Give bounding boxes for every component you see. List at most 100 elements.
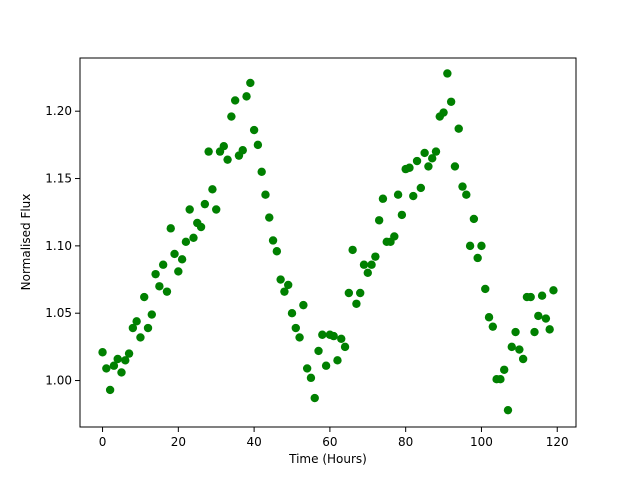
point — [98, 348, 107, 357]
point — [511, 327, 520, 337]
point — [454, 124, 463, 133]
point — [140, 292, 149, 302]
point — [280, 287, 289, 296]
point — [450, 162, 460, 171]
point — [431, 147, 441, 156]
point — [174, 267, 183, 276]
point — [189, 233, 198, 242]
point — [526, 292, 535, 302]
point — [481, 284, 490, 294]
point — [363, 268, 372, 278]
point — [181, 237, 191, 247]
point — [166, 224, 175, 233]
point — [117, 368, 126, 377]
point — [496, 374, 505, 384]
point — [469, 214, 479, 224]
point — [352, 299, 361, 308]
point — [295, 333, 304, 342]
plot-frame — [79, 57, 577, 428]
point — [484, 313, 494, 322]
point — [515, 345, 524, 354]
point — [405, 163, 414, 172]
point — [204, 147, 213, 156]
point — [246, 78, 255, 88]
point — [340, 342, 350, 352]
point — [530, 327, 539, 337]
point — [333, 356, 342, 365]
point — [249, 125, 259, 135]
point — [314, 346, 323, 356]
point — [109, 361, 119, 370]
point — [344, 288, 354, 298]
point — [409, 191, 418, 201]
y-axis-label: Normalised Flux — [19, 194, 33, 291]
x-tick-label: 0 — [99, 435, 107, 449]
point — [348, 245, 357, 255]
point — [212, 205, 221, 214]
y-tick-label: 1.20 — [45, 104, 72, 118]
point — [102, 364, 111, 373]
point — [291, 323, 300, 333]
x-tick-label: 120 — [546, 435, 569, 449]
point — [124, 349, 134, 358]
point — [299, 300, 308, 310]
point — [518, 354, 528, 364]
x-tick-label: 20 — [171, 435, 186, 449]
point — [499, 365, 509, 374]
point — [545, 325, 554, 334]
point — [318, 330, 327, 339]
point — [223, 155, 232, 164]
point — [356, 288, 365, 298]
point — [503, 405, 513, 415]
y-tick-label: 1.10 — [45, 239, 72, 253]
point — [105, 385, 115, 395]
point — [147, 310, 157, 319]
point — [276, 275, 285, 284]
point — [306, 373, 316, 383]
x-axis-label: Time (Hours) — [288, 452, 367, 466]
point — [257, 167, 266, 176]
point — [162, 287, 172, 296]
point — [242, 92, 251, 101]
point — [321, 361, 331, 370]
point — [151, 269, 160, 279]
point — [128, 323, 138, 333]
point — [170, 249, 179, 259]
point — [446, 97, 456, 106]
point — [462, 190, 471, 199]
point — [158, 260, 168, 269]
point — [473, 253, 482, 263]
point — [268, 236, 278, 245]
point — [443, 69, 452, 78]
point — [359, 260, 369, 269]
point — [265, 213, 274, 222]
point — [428, 154, 437, 163]
y-tick-label: 1.00 — [45, 374, 72, 388]
point — [284, 280, 293, 290]
point — [208, 185, 217, 194]
point — [477, 241, 486, 251]
point — [374, 216, 384, 225]
point — [549, 286, 558, 295]
y-tick-label: 1.05 — [45, 306, 72, 320]
point — [439, 108, 448, 117]
x-tick-label: 60 — [322, 435, 337, 449]
point — [488, 322, 498, 331]
point — [196, 222, 206, 232]
point — [420, 148, 429, 158]
point — [272, 247, 282, 256]
point — [541, 314, 551, 323]
point — [390, 232, 399, 241]
point — [253, 140, 263, 150]
y-tick-label: 1.15 — [45, 172, 72, 186]
point — [465, 241, 475, 251]
point — [185, 205, 194, 214]
point — [537, 291, 547, 300]
point — [412, 156, 422, 166]
x-tick-label: 40 — [246, 435, 261, 449]
point — [219, 142, 228, 151]
point — [136, 333, 145, 342]
point — [177, 255, 187, 264]
point — [367, 260, 376, 269]
